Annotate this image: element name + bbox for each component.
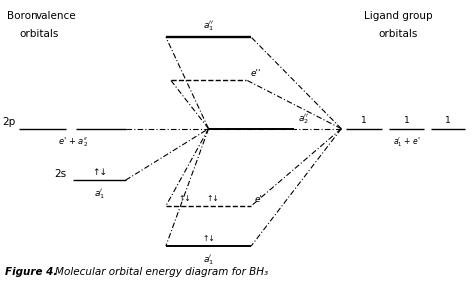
Text: orbitals: orbitals — [19, 29, 58, 39]
Text: a$_1''$: a$_1''$ — [203, 19, 214, 33]
Text: Molecular orbital energy diagram for BH₃: Molecular orbital energy diagram for BH₃ — [55, 267, 268, 277]
Text: 1: 1 — [445, 116, 451, 125]
Text: ↑↓: ↑↓ — [202, 234, 215, 243]
Text: orbitals: orbitals — [378, 29, 418, 39]
Text: a$_1'$: a$_1'$ — [203, 254, 214, 267]
Text: e': e' — [255, 195, 263, 204]
Text: Ligand group: Ligand group — [364, 11, 432, 21]
Text: 2p: 2p — [2, 117, 16, 127]
Text: Boron: Boron — [7, 11, 38, 21]
Text: 1: 1 — [361, 116, 367, 125]
Text: e'': e'' — [250, 69, 261, 78]
Text: ↑↓: ↑↓ — [207, 194, 219, 203]
Text: a$_2''$: a$_2''$ — [298, 113, 309, 126]
Text: valence: valence — [36, 11, 76, 21]
Text: e' + a$_2''$: e' + a$_2''$ — [58, 136, 89, 149]
Text: Figure 4.: Figure 4. — [5, 267, 57, 277]
Text: a$_1'$ + e': a$_1'$ + e' — [392, 136, 420, 149]
Text: ↑↓: ↑↓ — [92, 168, 107, 177]
Text: 1: 1 — [403, 116, 410, 125]
Text: ↑↓: ↑↓ — [179, 194, 191, 203]
Text: 2s: 2s — [55, 169, 67, 179]
Text: a$_1'$: a$_1'$ — [94, 187, 105, 201]
